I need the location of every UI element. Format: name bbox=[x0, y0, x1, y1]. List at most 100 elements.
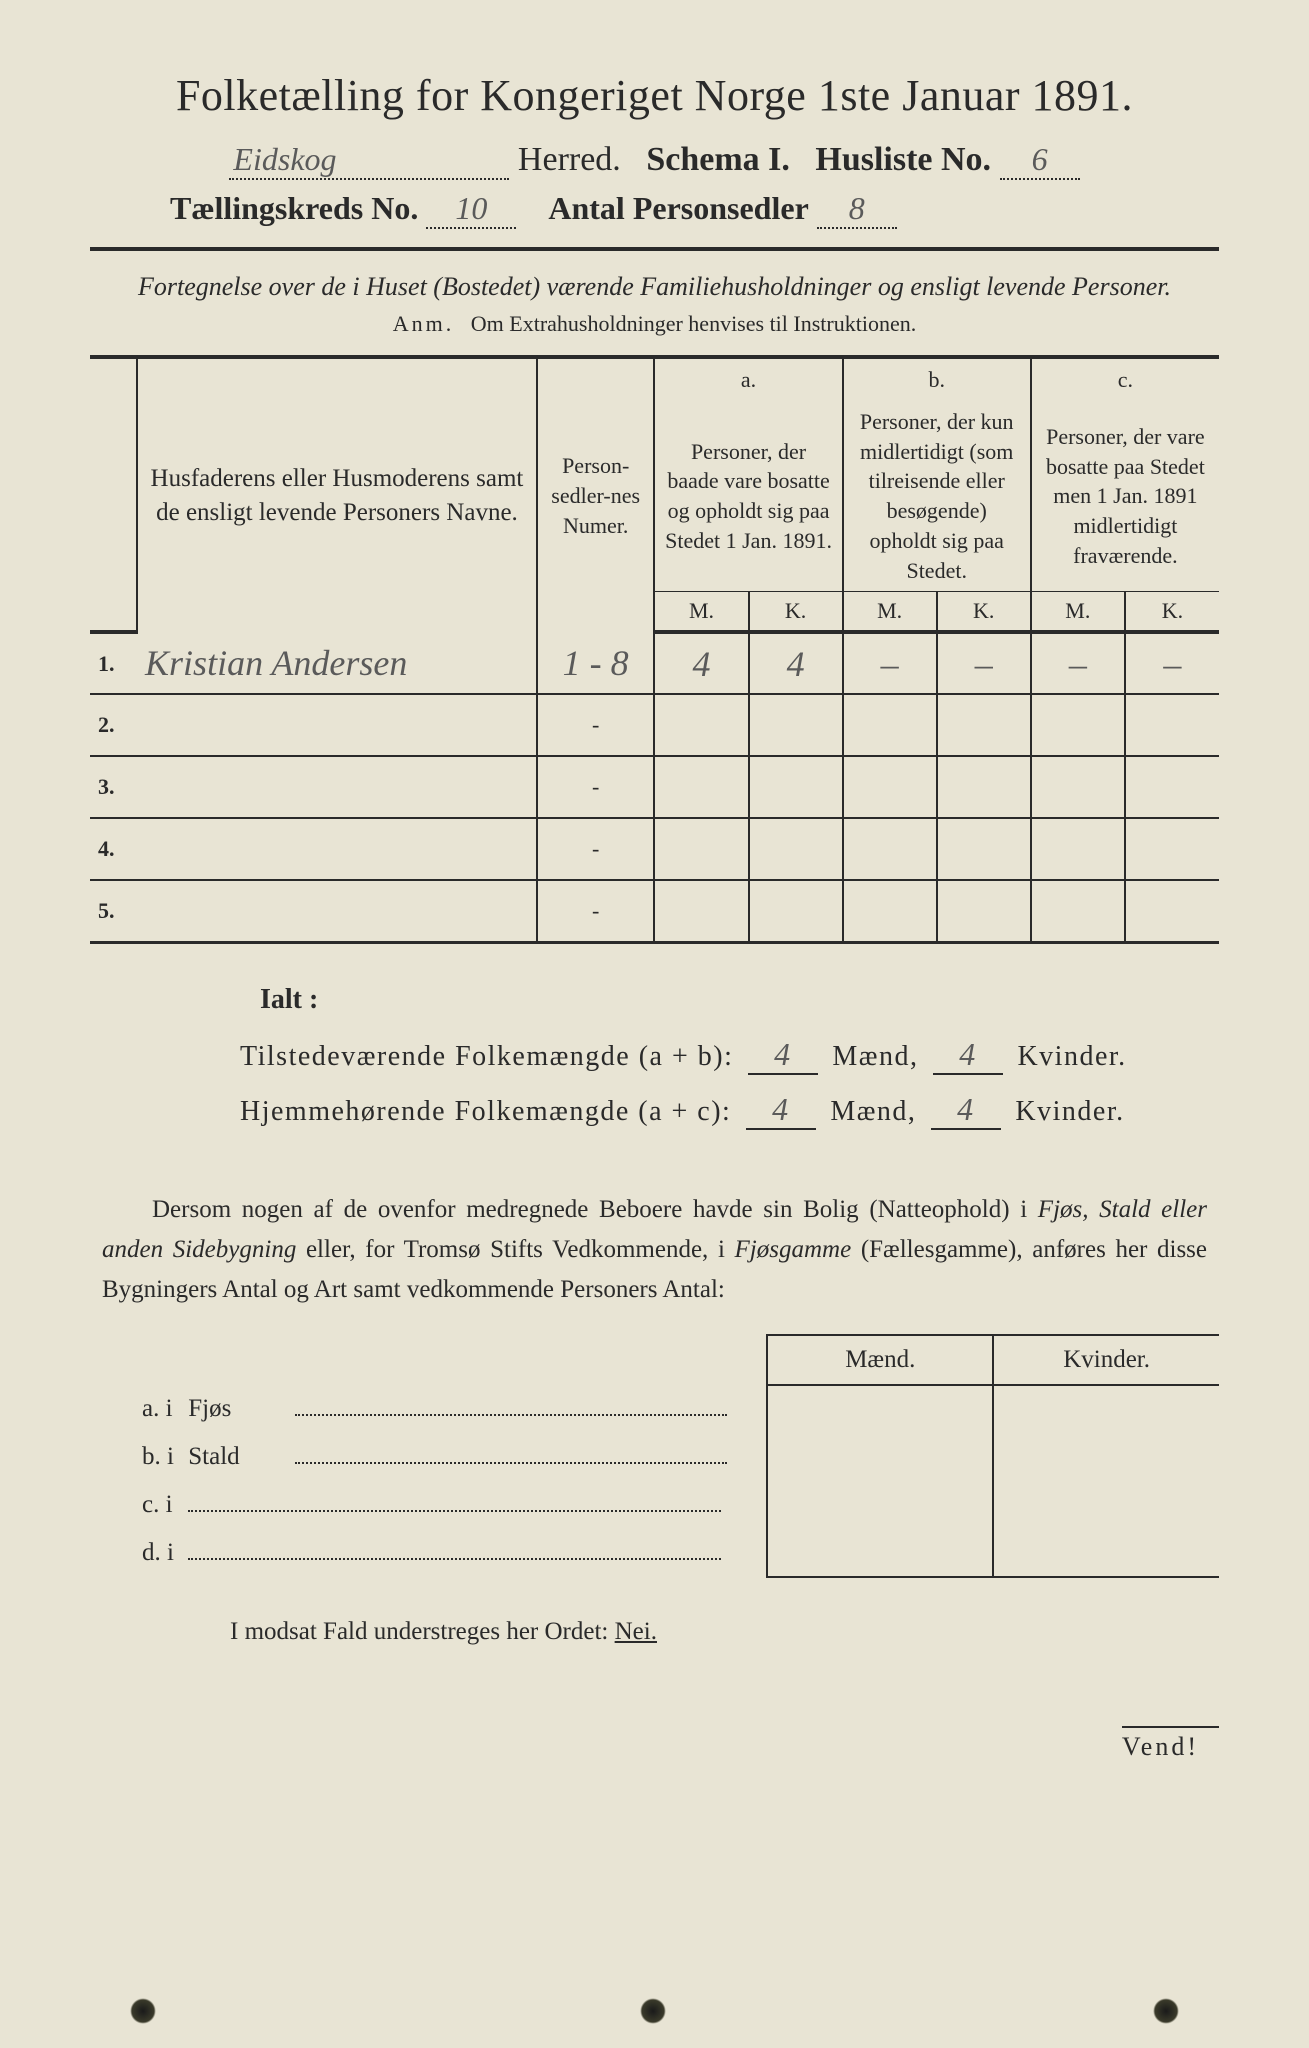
binding-hole-icon bbox=[1153, 1998, 1179, 2024]
c-m bbox=[1031, 756, 1125, 818]
kvinder-label: Kvinder. bbox=[1017, 1041, 1126, 1072]
line1-pre: Tilstedeværende Folkemængde (a + b): bbox=[240, 1041, 733, 1072]
person-name: Kristian Andersen bbox=[145, 643, 407, 683]
b-k bbox=[937, 818, 1031, 880]
bt-type: Fjøs bbox=[188, 1395, 288, 1423]
a-k bbox=[749, 880, 843, 942]
b-k bbox=[937, 694, 1031, 756]
mk-b-m: M. bbox=[843, 592, 937, 633]
footer-nei: Nei. bbox=[615, 1618, 657, 1645]
ialt-line-1: Tilstedeværende Folkemængde (a + b): 4 M… bbox=[240, 1036, 1219, 1075]
bt-k-val bbox=[993, 1481, 1219, 1529]
antal-label: Antal Personsedler bbox=[548, 190, 808, 226]
totals-section: Ialt : Tilstedeværende Folkemængde (a + … bbox=[90, 984, 1219, 1130]
bt-dots bbox=[188, 1554, 720, 1560]
footer-text: I modsat Fald understreges her Ordet: bbox=[230, 1618, 615, 1645]
empty-header2 bbox=[90, 401, 137, 592]
building-row: b. i Stald bbox=[90, 1433, 1219, 1481]
mk-c-k: K. bbox=[1125, 592, 1219, 633]
bt-row-label: a. i bbox=[102, 1395, 182, 1423]
c-k bbox=[1125, 880, 1219, 942]
binding-hole-icon bbox=[640, 1998, 666, 2024]
mk-a-k: K. bbox=[749, 592, 843, 633]
c-m bbox=[1031, 694, 1125, 756]
c-m: – bbox=[1031, 632, 1125, 694]
empty-header bbox=[90, 357, 137, 401]
col-names-header: Husfaderens eller Husmoderens samt de en… bbox=[137, 357, 537, 632]
bt-k-val bbox=[993, 1385, 1219, 1433]
anm-label: Anm. bbox=[393, 311, 455, 336]
mk-a-m: M. bbox=[654, 592, 748, 633]
bt-m-val bbox=[767, 1385, 993, 1433]
bt-m-val bbox=[767, 1433, 993, 1481]
table-row: 5. - bbox=[90, 880, 1219, 942]
anm-note: Anm. Om Extrahusholdninger henvises til … bbox=[90, 311, 1219, 337]
row-num: 2. bbox=[90, 694, 137, 756]
binding-hole-icon bbox=[130, 1998, 156, 2024]
person-name bbox=[137, 756, 537, 818]
census-form-page: Folketælling for Kongeriget Norge 1ste J… bbox=[0, 0, 1309, 2048]
line2-k: 4 bbox=[931, 1091, 1001, 1130]
bt-k-val bbox=[993, 1433, 1219, 1481]
bt-label-cell: b. i Stald bbox=[90, 1433, 767, 1481]
bt-type: Stald bbox=[188, 1443, 288, 1471]
c-k bbox=[1125, 694, 1219, 756]
a-m bbox=[654, 880, 748, 942]
building-row: a. i Fjøs bbox=[90, 1385, 1219, 1433]
line1-k: 4 bbox=[933, 1036, 1003, 1075]
husliste-label: Husliste No. bbox=[815, 141, 991, 178]
bt-dots bbox=[295, 1410, 727, 1416]
bt-row-label: d. i bbox=[102, 1539, 182, 1567]
col-b-label: b. bbox=[843, 357, 1031, 401]
bt-label-cell: d. i bbox=[90, 1529, 767, 1577]
husliste-no: 6 bbox=[1000, 141, 1080, 180]
person-name bbox=[137, 694, 537, 756]
sedler: - bbox=[537, 818, 655, 880]
person-name bbox=[137, 880, 537, 942]
c-m bbox=[1031, 880, 1125, 942]
subtitle: Fortegnelse over de i Huset (Bostedet) v… bbox=[90, 269, 1219, 305]
line2-m: 4 bbox=[746, 1091, 816, 1130]
bt-row-label: c. i bbox=[102, 1491, 182, 1519]
herred-label: Herred. bbox=[518, 141, 621, 178]
maend-label2: Mænd, bbox=[830, 1096, 916, 1127]
sedler: - bbox=[537, 880, 655, 942]
col-a-label: a. bbox=[654, 357, 842, 401]
kvinder-label2: Kvinder. bbox=[1015, 1096, 1124, 1127]
bt-label-cell: c. i bbox=[90, 1481, 767, 1529]
header-line-1: Eidskog Herred. Schema I. Husliste No. 6 bbox=[90, 141, 1219, 180]
sedler: - bbox=[537, 756, 655, 818]
bt-dots bbox=[188, 1506, 720, 1512]
schema-label: Schema I. bbox=[646, 141, 790, 178]
line1-m: 4 bbox=[748, 1036, 818, 1075]
col-numer-header: Person-sedler-nes Numer. bbox=[537, 357, 655, 632]
bt-label-cell: a. i Fjøs bbox=[90, 1385, 767, 1433]
a-m: 4 bbox=[654, 632, 748, 694]
maend-label: Mænd, bbox=[832, 1041, 918, 1072]
c-m bbox=[1031, 818, 1125, 880]
c-k bbox=[1125, 756, 1219, 818]
bt-empty bbox=[90, 1335, 767, 1385]
b-k bbox=[937, 880, 1031, 942]
a-m bbox=[654, 694, 748, 756]
row-num: 5. bbox=[90, 880, 137, 942]
bt-m-val bbox=[767, 1481, 993, 1529]
a-k bbox=[749, 694, 843, 756]
c-k bbox=[1125, 818, 1219, 880]
p3: eller, for Tromsø Stifts Vedkommende, i bbox=[296, 1236, 734, 1263]
page-title: Folketælling for Kongeriget Norge 1ste J… bbox=[90, 70, 1219, 121]
census-table: Husfaderens eller Husmoderens samt de en… bbox=[90, 355, 1219, 943]
ialt-label: Ialt : bbox=[240, 984, 1219, 1016]
col-a-desc: Personer, der baade vare bosatte og opho… bbox=[654, 401, 842, 592]
footer-line: I modsat Fald understreges her Ordet: Ne… bbox=[90, 1618, 1219, 1646]
bt-kvinder-header: Kvinder. bbox=[993, 1335, 1219, 1385]
row-num: 3. bbox=[90, 756, 137, 818]
anm-text: Om Extrahusholdninger henvises til Instr… bbox=[471, 311, 916, 336]
table-row: 3. - bbox=[90, 756, 1219, 818]
bt-maend-header: Mænd. bbox=[767, 1335, 993, 1385]
instruction-paragraph: Dersom nogen af de ovenfor medregnede Be… bbox=[90, 1190, 1219, 1310]
bt-row-label: b. i bbox=[102, 1443, 182, 1471]
a-m bbox=[654, 818, 748, 880]
kreds-no: 10 bbox=[426, 190, 516, 229]
a-k bbox=[749, 756, 843, 818]
